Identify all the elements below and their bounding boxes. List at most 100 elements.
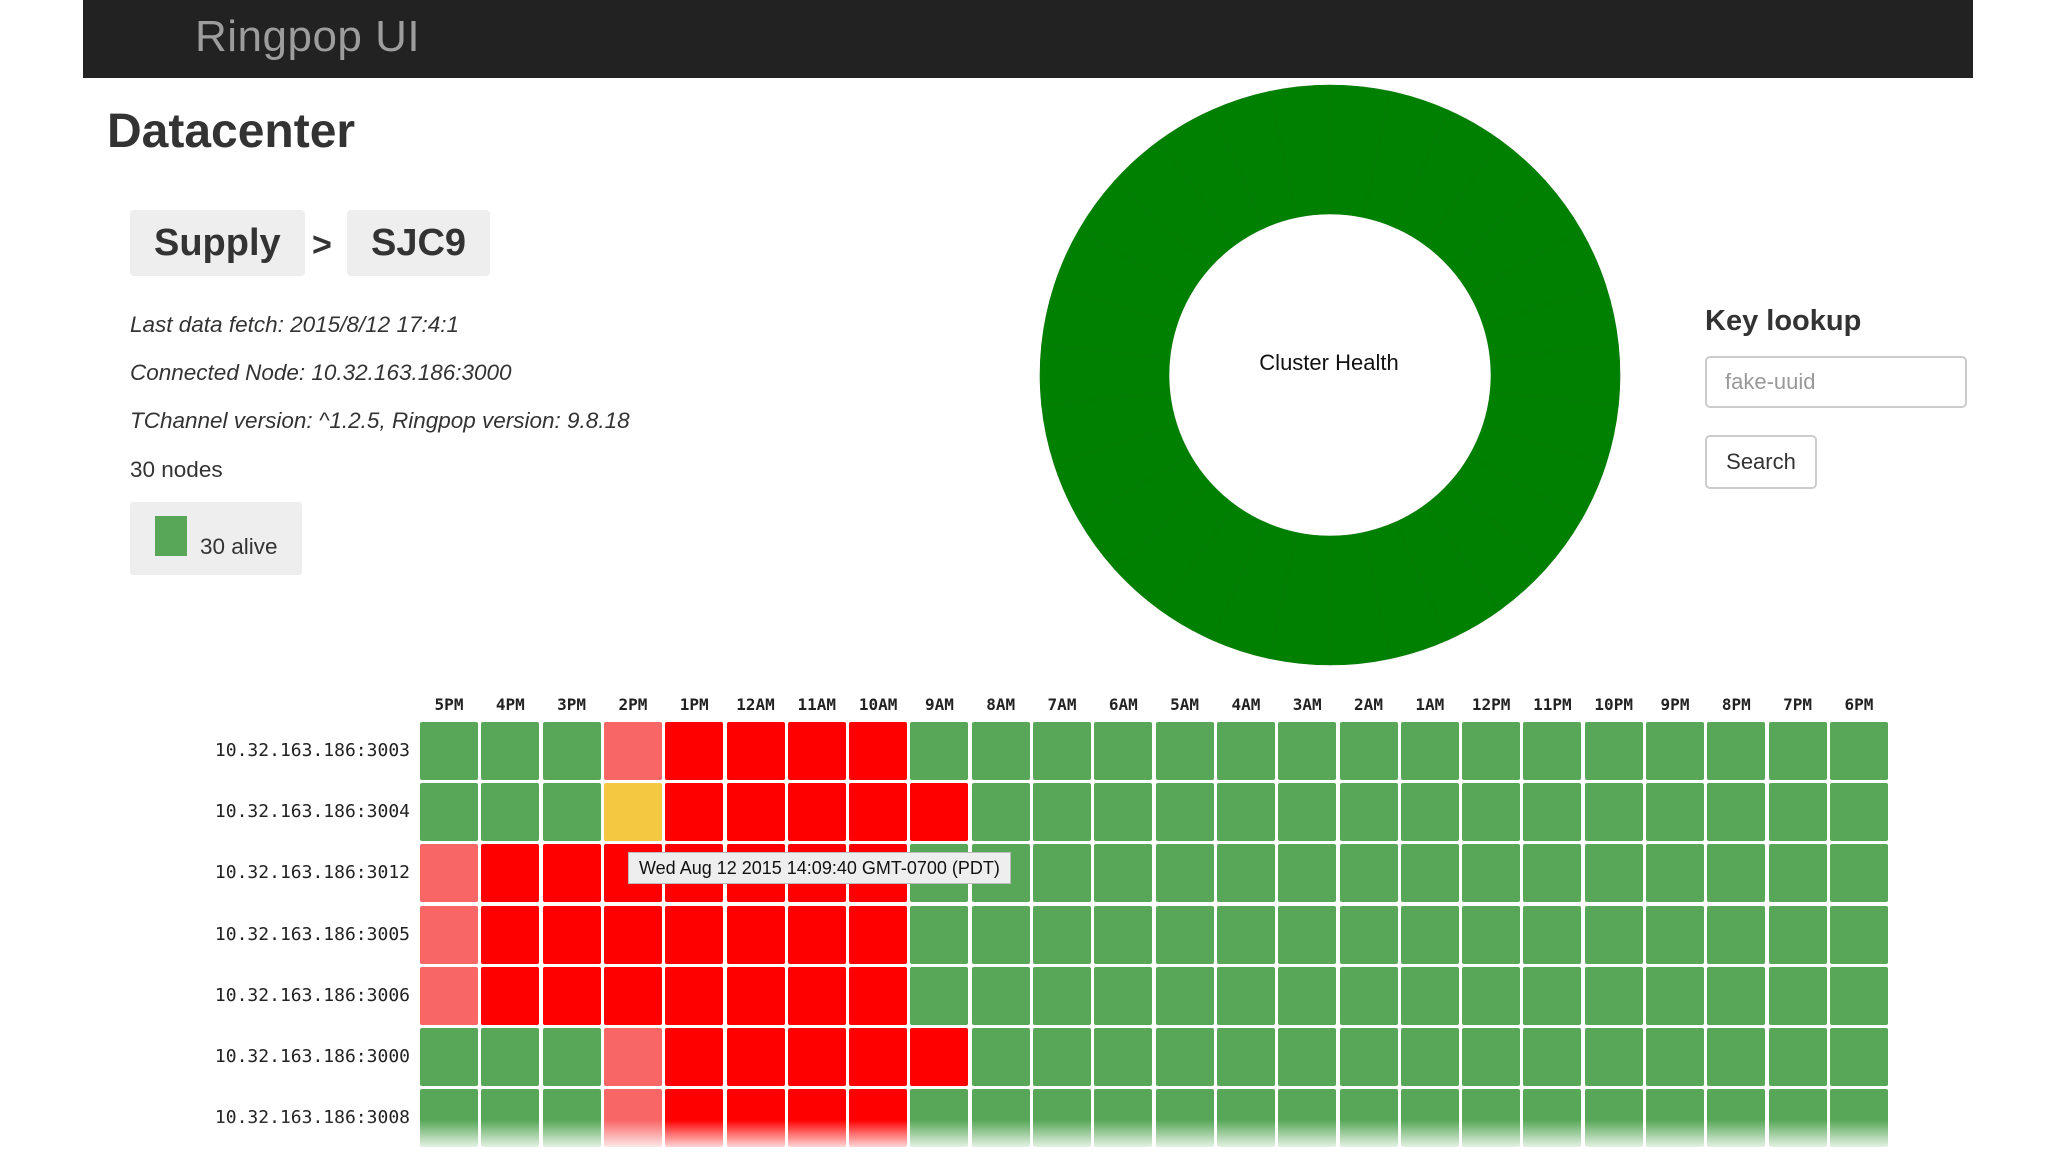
heatmap-cell[interactable] [1155,783,1214,842]
heatmap-cell[interactable] [910,966,969,1025]
heatmap-cell[interactable] [1707,844,1766,903]
heatmap-cell[interactable] [1400,966,1459,1025]
heatmap-cell[interactable] [1829,1028,1888,1086]
heatmap-cell[interactable] [1278,1028,1337,1086]
heatmap-cell[interactable] [1155,966,1214,1025]
heatmap-cell[interactable] [971,966,1030,1025]
heatmap-cell[interactable] [1523,966,1582,1025]
heatmap-cell[interactable] [787,1028,846,1086]
heatmap-cell[interactable] [849,966,908,1025]
heatmap-cell[interactable] [1707,966,1766,1025]
heatmap-cell[interactable] [1033,722,1091,780]
heatmap-cell[interactable] [1523,722,1582,780]
heatmap-cell[interactable] [603,1028,662,1086]
heatmap-cell[interactable] [665,783,724,842]
heatmap-cell[interactable] [849,1028,908,1086]
heatmap-cell[interactable] [1523,783,1582,842]
heatmap-cell[interactable] [420,783,478,842]
heatmap-cell[interactable] [420,966,478,1025]
heatmap-cell[interactable] [849,905,908,964]
heatmap-cell[interactable] [1523,905,1582,964]
heatmap-cell[interactable] [1339,1028,1398,1086]
heatmap-cell[interactable] [726,905,785,964]
heatmap-cell[interactable] [665,1028,724,1086]
heatmap-cell[interactable] [1707,1028,1766,1086]
heatmap-cell[interactable] [420,1028,478,1086]
heatmap-cell[interactable] [1278,966,1337,1025]
heatmap-cell[interactable] [787,966,846,1025]
heatmap-cell[interactable] [1462,722,1521,780]
heatmap-cell[interactable] [1646,1028,1704,1086]
heatmap-cell[interactable] [1278,722,1337,780]
heatmap-cell[interactable] [1094,844,1153,903]
heatmap-cell[interactable] [1094,722,1153,780]
heatmap-cell[interactable] [971,1028,1030,1086]
heatmap-cell[interactable] [910,783,969,842]
heatmap-cell[interactable] [1033,783,1091,842]
heatmap-cell[interactable] [1462,966,1521,1025]
key-lookup-input[interactable] [1705,356,1967,408]
heatmap-cell[interactable] [1707,783,1766,842]
heatmap-cell[interactable] [481,905,540,964]
heatmap-cell[interactable] [481,722,540,780]
heatmap-cell[interactable] [542,783,601,842]
heatmap-cell[interactable] [787,905,846,964]
heatmap-cell[interactable] [1339,722,1398,780]
heatmap-cell[interactable] [1400,905,1459,964]
heatmap-cell[interactable] [910,905,969,964]
heatmap-cell[interactable] [1155,722,1214,780]
heatmap-cell[interactable] [420,722,478,780]
heatmap-cell[interactable] [1400,722,1459,780]
health-segment[interactable] [1269,84,1331,218]
breadcrumb-supply[interactable]: Supply [130,210,305,276]
heatmap-cell[interactable] [971,905,1030,964]
heatmap-cell[interactable] [787,783,846,842]
heatmap-cell[interactable] [971,722,1030,780]
heatmap-cell[interactable] [1584,1028,1643,1086]
heatmap-cell[interactable] [1094,1028,1153,1086]
heatmap-cell[interactable] [1462,1028,1521,1086]
heatmap-cell[interactable] [1829,783,1888,842]
heatmap-cell[interactable] [1216,966,1275,1025]
heatmap-cell[interactable] [1829,966,1888,1025]
heatmap-cell[interactable] [1768,966,1827,1025]
heatmap-cell[interactable] [726,966,785,1025]
heatmap-cell[interactable] [1768,905,1827,964]
heatmap-cell[interactable] [481,966,540,1025]
heatmap-cell[interactable] [849,722,908,780]
heatmap-cell[interactable] [1462,905,1521,964]
heatmap-cell[interactable] [1829,905,1888,964]
heatmap-cell[interactable] [542,966,601,1025]
heatmap-cell[interactable] [1155,844,1214,903]
heatmap-cell[interactable] [1094,783,1153,842]
heatmap-cell[interactable] [1216,722,1275,780]
heatmap-cell[interactable] [971,783,1030,842]
heatmap-cell[interactable] [1278,905,1337,964]
heatmap-cell[interactable] [1033,844,1091,903]
heatmap-cell[interactable] [726,1028,785,1086]
heatmap-cell[interactable] [1400,844,1459,903]
heatmap-cell[interactable] [1768,783,1827,842]
heatmap-cell[interactable] [1339,905,1398,964]
heatmap-cell[interactable] [1339,844,1398,903]
heatmap-cell[interactable] [1584,966,1643,1025]
breadcrumb-datacenter[interactable]: SJC9 [347,210,491,276]
heatmap-cell[interactable] [1155,905,1214,964]
heatmap-cell[interactable] [420,844,478,903]
heatmap-cell[interactable] [1400,1028,1459,1086]
heatmap-cell[interactable] [1094,905,1153,964]
heatmap-cell[interactable] [481,844,540,903]
heatmap-cell[interactable] [481,1028,540,1086]
heatmap-cell[interactable] [603,905,662,964]
heatmap-cell[interactable] [1829,722,1888,780]
heatmap-cell[interactable] [787,722,846,780]
heatmap-cell[interactable] [665,966,724,1025]
heatmap-cell[interactable] [665,722,724,780]
heatmap-cell[interactable] [1584,783,1643,842]
heatmap-cell[interactable] [910,1028,969,1086]
heatmap-cell[interactable] [726,722,785,780]
heatmap-cell[interactable] [665,905,724,964]
heatmap-cell[interactable] [1339,783,1398,842]
heatmap-cell[interactable] [1400,783,1459,842]
heatmap-cell[interactable] [603,783,662,842]
